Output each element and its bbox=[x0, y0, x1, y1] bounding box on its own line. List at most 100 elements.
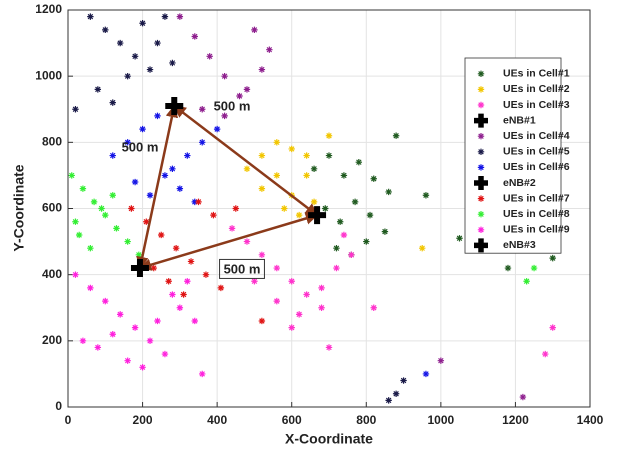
ue-marker bbox=[437, 357, 445, 364]
ue-marker bbox=[213, 125, 221, 133]
ue-marker bbox=[318, 284, 325, 292]
legend-label: eNB#3 bbox=[503, 239, 536, 251]
legend-marker bbox=[477, 101, 485, 109]
ue-marker bbox=[381, 228, 389, 235]
y-tick-label: 1200 bbox=[35, 2, 62, 16]
ue-marker bbox=[310, 198, 318, 206]
ue-marker bbox=[131, 324, 139, 331]
ue-marker bbox=[370, 175, 377, 182]
ue-marker bbox=[523, 278, 530, 285]
ue-marker bbox=[139, 125, 146, 133]
legend-marker bbox=[477, 195, 485, 202]
ue-marker bbox=[191, 33, 198, 40]
annotation-box bbox=[219, 258, 265, 279]
ue-marker bbox=[251, 278, 258, 285]
ue-marker bbox=[117, 311, 124, 318]
ue-marker bbox=[109, 192, 116, 199]
legend-marker bbox=[477, 70, 485, 77]
ue-marker bbox=[87, 245, 94, 252]
y-tick-label: 400 bbox=[42, 267, 62, 281]
ue-marker bbox=[310, 165, 318, 172]
ue-marker bbox=[169, 165, 176, 172]
annotation: 500 m bbox=[214, 98, 251, 113]
ue-marker bbox=[146, 66, 154, 73]
ue-marker bbox=[117, 39, 124, 47]
ue-marker bbox=[288, 324, 295, 331]
ue-marker bbox=[217, 284, 225, 292]
ue-marker bbox=[109, 99, 116, 106]
ue-marker bbox=[370, 304, 377, 311]
ue-marker bbox=[325, 132, 333, 139]
ue-marker bbox=[161, 350, 169, 358]
ue-marker bbox=[199, 106, 206, 113]
legend-marker bbox=[477, 148, 485, 155]
ue-marker bbox=[530, 264, 538, 272]
ue-marker bbox=[139, 20, 146, 27]
ue-marker bbox=[295, 311, 303, 318]
ue-marker bbox=[542, 350, 549, 358]
ue-marker bbox=[124, 139, 131, 146]
ue-marker bbox=[169, 291, 176, 298]
ue-marker bbox=[258, 251, 266, 259]
ue-marker bbox=[325, 344, 333, 351]
ue-marker bbox=[113, 225, 120, 232]
ue-marker bbox=[184, 152, 191, 159]
ue-marker bbox=[102, 211, 109, 219]
ue-marker bbox=[288, 278, 295, 285]
x-tick-label: 0 bbox=[65, 413, 72, 427]
ue-marker bbox=[124, 72, 131, 80]
ue-marker bbox=[139, 364, 146, 371]
ue-marker bbox=[392, 132, 400, 139]
ue-marker bbox=[87, 284, 94, 292]
ue-marker bbox=[322, 205, 329, 212]
ue-marker bbox=[303, 291, 310, 298]
legend-marker bbox=[477, 164, 485, 171]
y-axis-label: Y-Coordinate bbox=[11, 164, 27, 251]
ue-marker bbox=[228, 225, 236, 232]
ue-marker bbox=[243, 165, 251, 172]
ue-marker bbox=[318, 304, 325, 311]
ue-marker bbox=[258, 317, 266, 325]
ue-marker bbox=[336, 218, 344, 225]
ue-marker bbox=[333, 245, 340, 252]
ue-marker bbox=[422, 370, 430, 378]
ue-marker bbox=[124, 238, 131, 245]
ue-marker bbox=[351, 198, 359, 206]
y-tick-label: 800 bbox=[42, 135, 62, 149]
ue-marker bbox=[176, 304, 184, 311]
legend-marker bbox=[477, 211, 485, 218]
ue-marker bbox=[355, 158, 363, 166]
ue-marker bbox=[158, 231, 165, 239]
legend-label: UEs in Cell#1 bbox=[503, 68, 570, 80]
distance-arrow bbox=[173, 104, 319, 217]
ue-marker bbox=[288, 145, 295, 153]
legend-label: UEs in Cell#5 bbox=[503, 146, 570, 158]
ue-marker bbox=[79, 185, 87, 192]
ue-marker bbox=[273, 264, 280, 272]
ue-marker bbox=[191, 317, 198, 325]
ue-marker bbox=[102, 26, 109, 34]
ue-marker bbox=[98, 205, 105, 212]
ue-marker bbox=[333, 264, 340, 272]
ue-marker bbox=[243, 86, 251, 93]
ue-marker bbox=[169, 59, 176, 67]
legend-marker bbox=[474, 113, 488, 128]
ue-marker bbox=[202, 271, 210, 278]
ue-marker bbox=[176, 185, 184, 192]
legend-label: UEs in Cell#9 bbox=[503, 224, 570, 236]
legend-label: UEs in Cell#3 bbox=[503, 99, 570, 111]
ue-marker bbox=[392, 390, 400, 397]
ue-marker bbox=[180, 291, 187, 298]
enb-marker bbox=[308, 206, 327, 225]
ue-marker bbox=[236, 92, 243, 100]
legend-marker bbox=[474, 238, 488, 253]
ue-marker bbox=[504, 264, 512, 272]
legend-marker bbox=[474, 176, 488, 190]
ue-marker bbox=[94, 86, 102, 93]
annotation: 500 m bbox=[122, 139, 159, 154]
ue-marker bbox=[210, 211, 217, 219]
ue-marker bbox=[109, 331, 116, 338]
ue-marker bbox=[161, 13, 169, 20]
x-tick-label: 200 bbox=[133, 413, 153, 427]
ue-marker bbox=[243, 238, 251, 245]
